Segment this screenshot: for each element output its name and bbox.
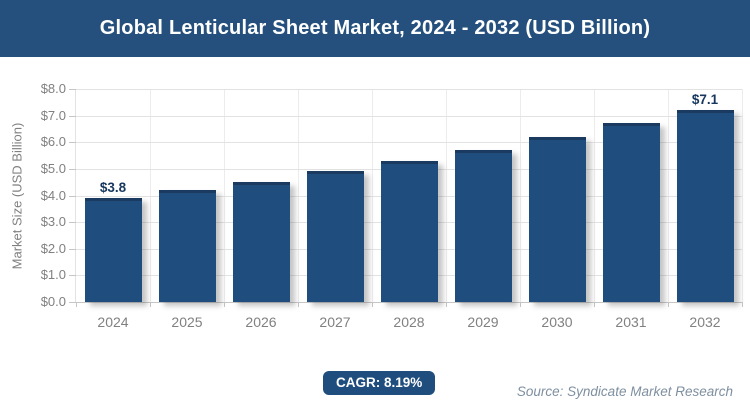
bar-2024 — [84, 197, 142, 302]
chart-title: Global Lenticular Sheet Market, 2024 - 2… — [99, 17, 651, 39]
y-axis-tick-label: $6.0 — [40, 134, 66, 150]
x-axis-tick-label: 2028 — [393, 314, 425, 330]
x-axis-tick-label: 2025 — [171, 314, 203, 330]
x-axis-tick — [520, 302, 521, 307]
bar-2030 — [528, 136, 586, 302]
x-axis-tick — [224, 302, 225, 307]
x-axis-tick-label: 2031 — [615, 314, 647, 330]
bar-value-label: $7.1 — [691, 91, 719, 107]
bar-2027 — [306, 171, 364, 302]
bar-2029 — [454, 149, 512, 302]
y-axis-tick — [69, 302, 76, 303]
gridline-horizontal — [76, 89, 742, 90]
y-axis-tick-label: $2.0 — [40, 240, 66, 256]
cagr-badge: CAGR: 8.19% — [323, 371, 436, 395]
gridline-vertical — [742, 89, 743, 302]
x-axis-tick-label: 2027 — [319, 314, 351, 330]
bar-2026 — [232, 181, 290, 302]
y-axis-tick — [69, 142, 76, 144]
plot-area: $0.0 $1.0 $2.0 $3.0 $4.0 $5.0 $6.0 $7.0 $8.0 2024… — [41, 81, 743, 330]
x-axis-tick — [298, 302, 299, 307]
y-axis-tick-label: $7.0 — [40, 107, 66, 123]
y-axis-tick-label: $0.0 — [40, 294, 66, 309]
bar-2032 — [676, 109, 734, 302]
y-axis-tick-label: $3.0 — [40, 214, 66, 230]
gridline-horizontal — [76, 115, 742, 117]
y-axis-tick-label: $8.0 — [40, 81, 66, 96]
x-axis-tick — [150, 302, 151, 307]
x-axis-tick-label: 2029 — [467, 314, 499, 330]
y-axis-tick — [69, 89, 76, 90]
x-axis-tick-label: 2030 — [541, 314, 573, 330]
x-axis-tick — [668, 302, 669, 307]
bar-2031 — [602, 123, 660, 302]
x-axis-tick — [76, 302, 77, 307]
gridline-horizontal — [76, 142, 742, 144]
bar-2025 — [158, 189, 216, 302]
x-axis-tick-label: 2032 — [689, 314, 721, 330]
chart-header: Global Lenticular Sheet Market, 2024 - 2… — [0, 0, 750, 57]
y-axis-tick-label: $5.0 — [40, 160, 66, 176]
y-axis-tick-label: $4.0 — [40, 187, 66, 203]
y-axis-tick — [69, 195, 76, 197]
source-attribution: Source: Syndicate Market Research — [516, 384, 733, 399]
y-axis-tick — [69, 168, 76, 170]
y-axis-tick — [69, 248, 76, 250]
x-axis-tick — [446, 302, 447, 307]
x-axis-tick — [594, 302, 595, 307]
x-axis-tick — [742, 302, 743, 307]
x-axis-tick-label: 2026 — [245, 314, 277, 330]
y-axis-tick — [69, 275, 76, 277]
bar-value-label: $3.8 — [99, 179, 127, 195]
y-axis-tick — [69, 115, 76, 117]
x-axis-tick — [372, 302, 373, 307]
y-axis-tick-label: $1.0 — [40, 267, 66, 283]
x-axis-tick-label: 2024 — [97, 314, 129, 330]
bar-2028 — [380, 160, 438, 302]
y-axis-tick — [69, 222, 76, 224]
